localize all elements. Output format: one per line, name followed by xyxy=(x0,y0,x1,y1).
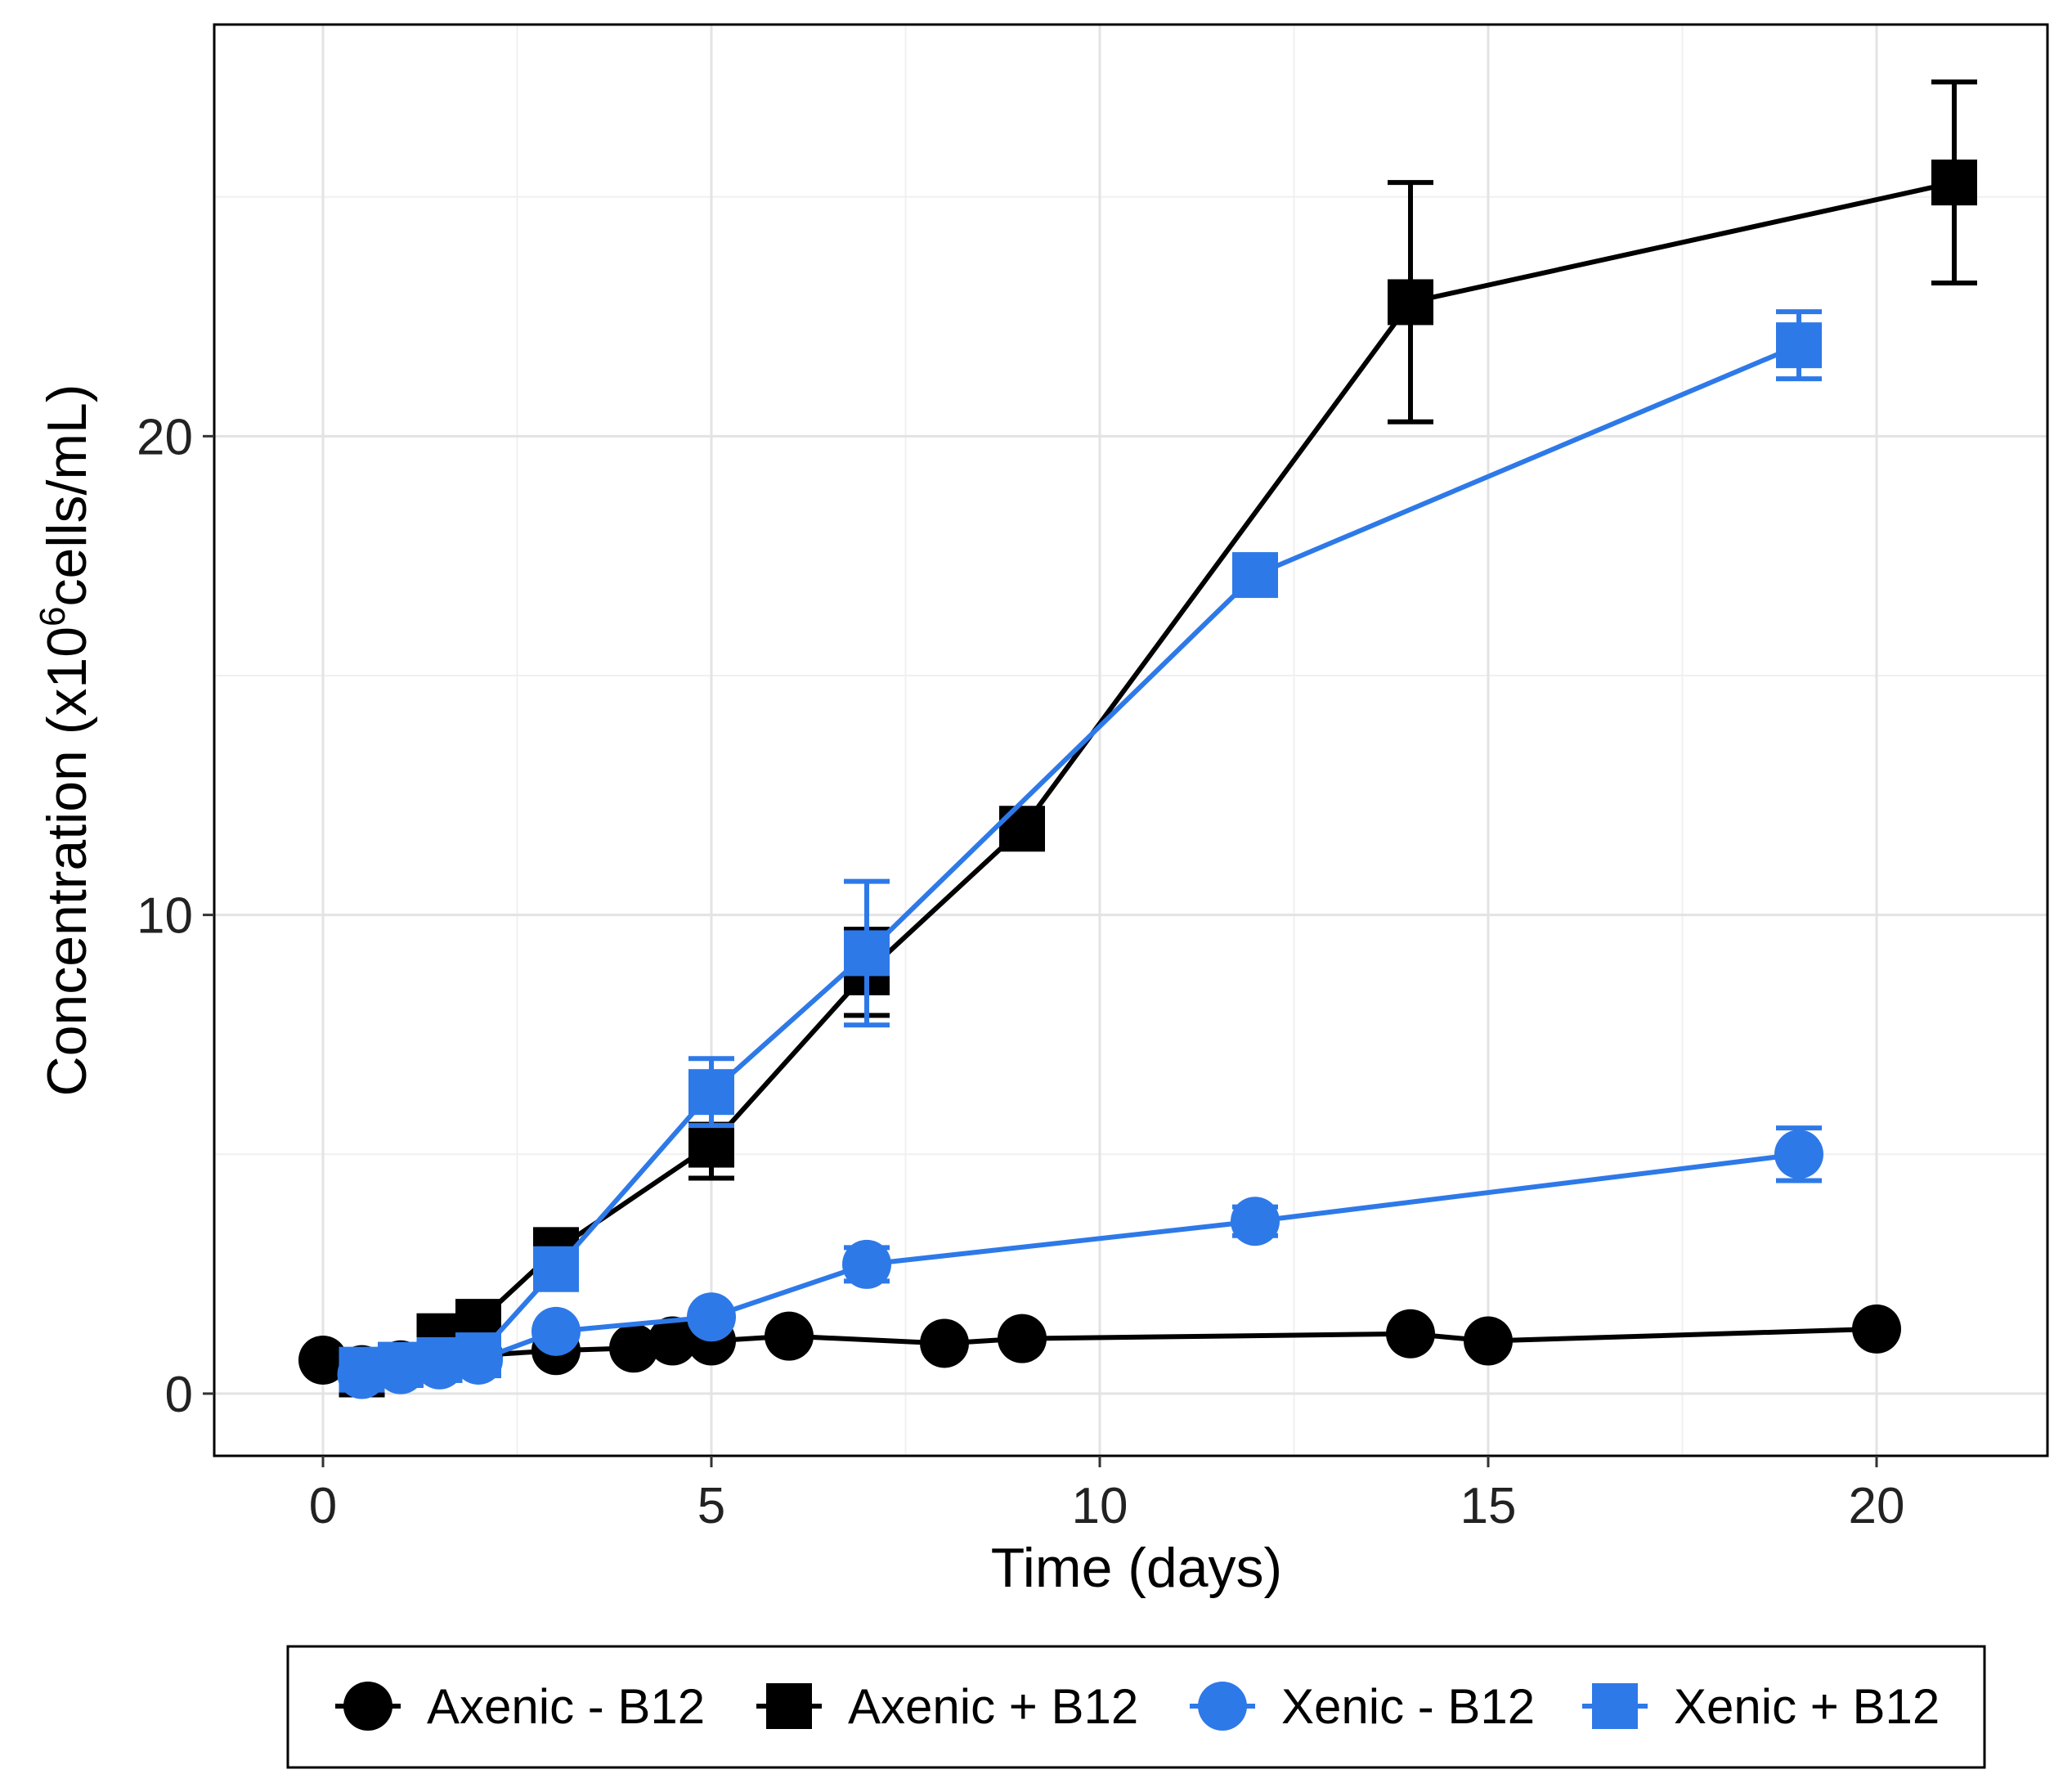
legend-box xyxy=(286,1645,1986,1769)
y-tick-label: 10 xyxy=(137,888,193,945)
data-point xyxy=(842,1239,891,1289)
data-point xyxy=(339,1346,385,1393)
data-point xyxy=(1231,1197,1280,1246)
legend-label: Xenic + B12 xyxy=(1674,1679,1940,1734)
y-axis-title-main: Concentration (x10 xyxy=(36,627,98,1097)
data-point xyxy=(416,1336,463,1383)
data-point xyxy=(648,1316,697,1366)
axes: 0 5 10 15 20 0 10 20 xyxy=(137,409,1904,1534)
legend-label: Axenic + B12 xyxy=(848,1679,1138,1734)
data-point xyxy=(1232,552,1278,599)
data-point xyxy=(765,1311,814,1361)
legend-item-1: Axenic - B12 xyxy=(335,1679,705,1734)
x-axis-title: Time (days) xyxy=(991,1537,1282,1599)
data-point xyxy=(609,1323,658,1373)
data-point xyxy=(1774,1130,1823,1179)
data-point xyxy=(378,1341,424,1388)
data-point xyxy=(1386,1309,1435,1359)
data-point xyxy=(920,1318,969,1368)
grid xyxy=(214,25,2047,1456)
data-point xyxy=(531,1306,581,1356)
plot-border xyxy=(213,23,2049,1457)
plot-panel xyxy=(214,25,2047,1456)
data-point xyxy=(1776,322,1822,369)
legend-key-marker xyxy=(343,1682,392,1731)
series-4 xyxy=(339,309,1822,1393)
y-axis-title-unit: cells/mL) xyxy=(36,384,98,606)
data-point xyxy=(998,1314,1047,1363)
x-tick-label: 5 xyxy=(697,1478,725,1534)
data-point xyxy=(1852,1304,1901,1354)
legend-key-marker xyxy=(1198,1682,1247,1731)
y-axis-title-exponent: 6 xyxy=(33,607,73,627)
y-tick-label: 20 xyxy=(137,409,193,465)
data-point xyxy=(1464,1316,1513,1366)
data-point xyxy=(455,1332,501,1379)
data-point xyxy=(1388,279,1433,326)
data-point xyxy=(844,930,890,977)
legend-label: Axenic - B12 xyxy=(427,1679,705,1734)
x-tick-label: 10 xyxy=(1072,1478,1128,1534)
legend-label: Xenic - B12 xyxy=(1281,1679,1535,1734)
data-point xyxy=(688,1121,734,1168)
legend-item-2: Axenic + B12 xyxy=(756,1679,1138,1734)
legend-key-marker xyxy=(766,1683,812,1729)
data-point xyxy=(1931,159,1977,206)
x-tick-label: 20 xyxy=(1849,1478,1905,1534)
legend: Axenic - B12 Axenic + B12 Xenic - B12 Xenic… xyxy=(335,1679,1940,1734)
x-tick-label: 0 xyxy=(309,1478,337,1534)
data-point xyxy=(687,1292,736,1342)
legend-key-marker xyxy=(1592,1683,1638,1729)
series-layer xyxy=(298,79,1977,1399)
y-tick-label: 0 xyxy=(165,1367,193,1423)
x-tick-label: 15 xyxy=(1460,1478,1517,1534)
y-axis-title: Concentration (x106cells/mL) xyxy=(33,384,98,1096)
legend-item-4: Xenic + B12 xyxy=(1582,1679,1940,1734)
data-point xyxy=(298,1335,348,1385)
data-point xyxy=(533,1246,579,1292)
legend-item-3: Xenic - B12 xyxy=(1190,1679,1535,1734)
data-point xyxy=(999,806,1045,852)
data-point xyxy=(688,1069,734,1116)
